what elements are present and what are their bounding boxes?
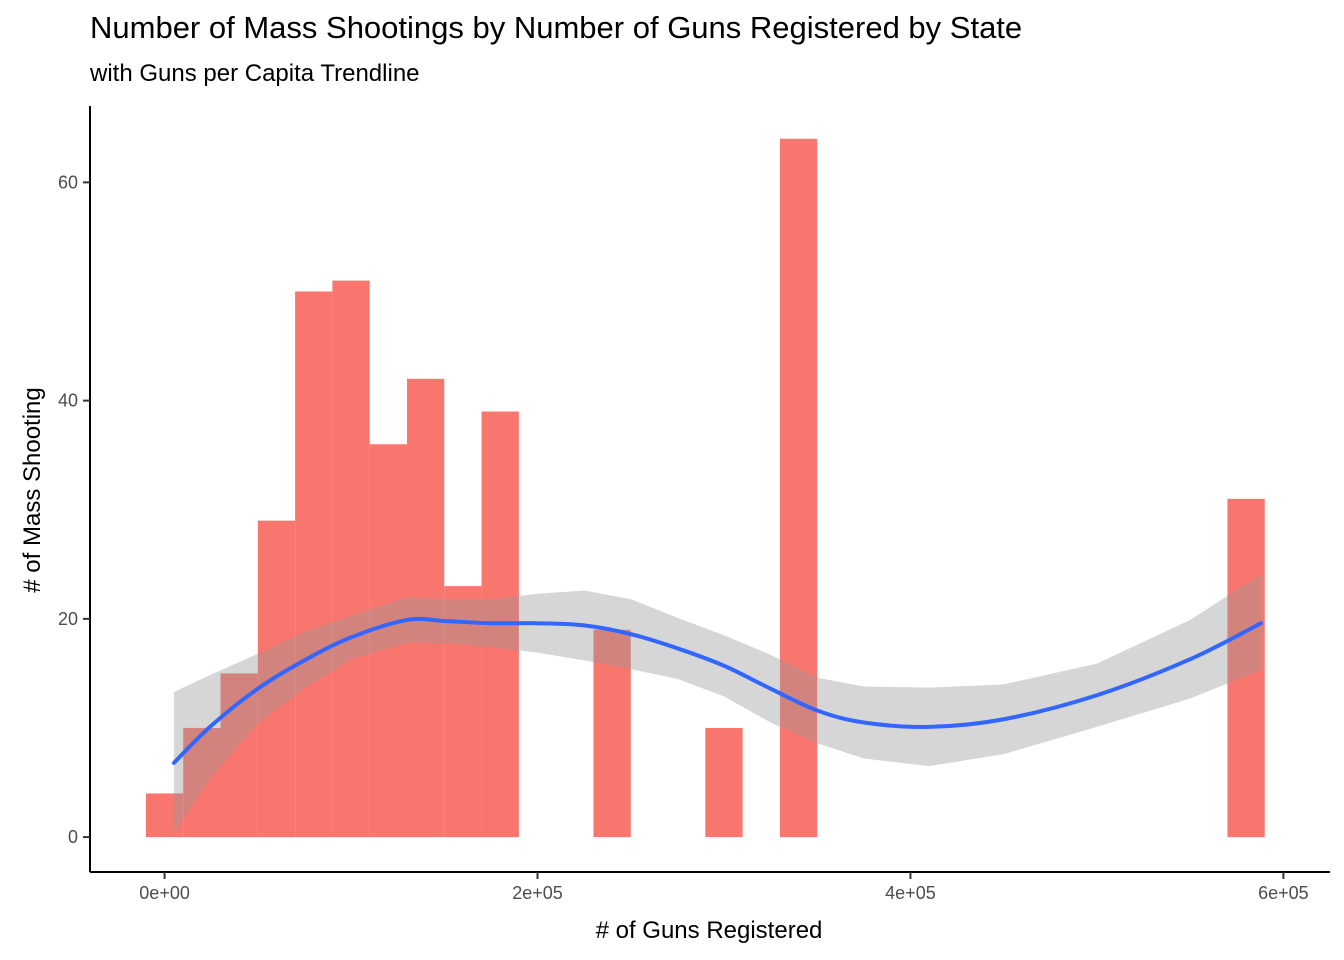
chart-title: Number of Mass Shootings by Number of Gu…: [90, 10, 1023, 45]
bar-13: [1227, 498, 1265, 838]
bar-12: [779, 138, 818, 838]
y-tick-label: 40: [58, 391, 78, 411]
x-tick-label: 2e+05: [512, 883, 563, 903]
bar-0: [145, 793, 184, 838]
x-tick-label: 6e+05: [1258, 883, 1309, 903]
bar-7: [406, 378, 445, 838]
y-tick-label: 60: [58, 172, 78, 192]
bar-3: [257, 520, 296, 838]
bar-5: [332, 280, 370, 838]
y-tick-label: 20: [58, 609, 78, 629]
trendline: [171, 616, 1264, 765]
bars-layer: [145, 138, 1265, 838]
y-axis-title: # of Mass Shooting: [19, 387, 46, 592]
bar-10: [593, 629, 631, 838]
chart-subtitle: with Guns per Capita Trendline: [90, 60, 420, 87]
bar-11: [705, 727, 743, 838]
x-axis-title: # of Guns Registered: [596, 917, 823, 944]
bar-6: [369, 444, 407, 838]
bar-4: [295, 291, 333, 838]
bar-8: [444, 586, 482, 838]
x-tick-label: 4e+05: [885, 883, 936, 903]
trendline-confidence-band: [173, 574, 1262, 834]
trendline-layer: [171, 574, 1264, 834]
y-tick-label: 0: [68, 827, 78, 847]
axes-layer: 0 20 40 60 0e+00 2e+05 4e+05 6e+05: [58, 106, 1330, 903]
x-tick-label: 0e+00: [139, 883, 190, 903]
